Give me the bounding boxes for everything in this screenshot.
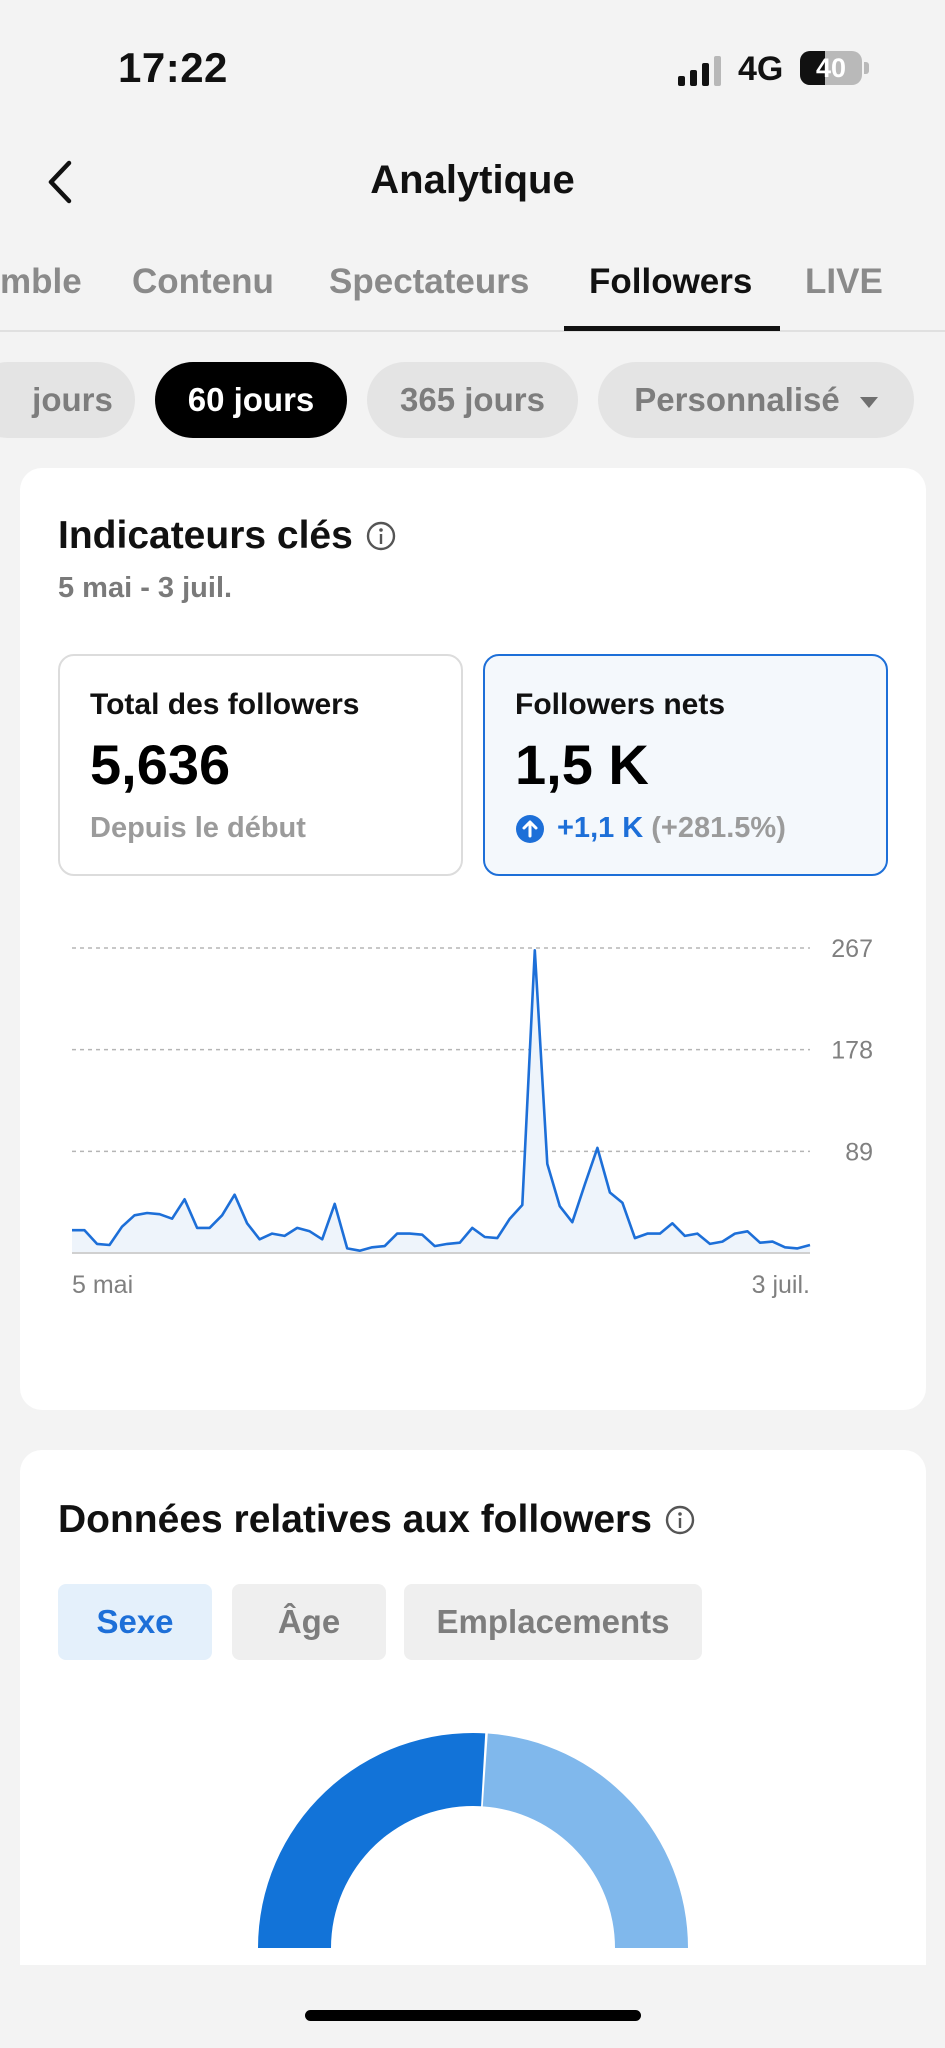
period-chip-60-days[interactable]: 60 jours — [155, 362, 347, 438]
chart-series-line — [72, 949, 811, 1252]
x-axis-end-label: 3 juil. — [752, 1271, 810, 1299]
chevron-left-icon — [48, 160, 72, 204]
tab-viewers[interactable]: Spectateurs — [329, 262, 530, 301]
y-tick-label: 89 — [845, 1138, 873, 1166]
info-icon[interactable] — [365, 520, 397, 552]
period-chip-label: 60 jours — [187, 381, 315, 418]
battery-tip — [864, 62, 869, 74]
followers-data-title: Données relatives aux followers — [58, 1498, 696, 1542]
caret-down-icon — [859, 396, 878, 408]
metric-value: 1,5 K — [515, 733, 649, 796]
followers-data-card: Données relatives aux followers Sexe Âge… — [20, 1450, 926, 1965]
metric-delta: +1,1 K (+281.5%) — [515, 812, 786, 845]
period-chip-days[interactable]: jours — [0, 362, 135, 438]
info-icon[interactable] — [664, 1504, 696, 1536]
network-label: 4G — [738, 50, 784, 88]
back-button[interactable] — [32, 152, 88, 212]
segment-locations[interactable]: Emplacements — [404, 1584, 702, 1660]
chart-area-fill — [72, 950, 810, 1253]
signal-icon — [678, 54, 722, 86]
tab-content[interactable]: Contenu — [132, 262, 274, 301]
metric-value: 5,636 — [90, 733, 231, 796]
delta-value: +1,1 K — [557, 812, 644, 844]
period-chip-label: jours — [32, 381, 113, 418]
arrow-up-circle-icon — [516, 814, 544, 843]
y-tick-label: 178 — [831, 1037, 873, 1065]
delta-percent: (+281.5%) — [651, 812, 786, 844]
gender-donut-chart — [258, 1733, 688, 1948]
date-range: 5 mai - 3 juil. — [58, 572, 233, 604]
donut-segment-secondary — [482, 1733, 688, 1948]
key-metrics-title: Indicateurs clés — [58, 514, 397, 558]
battery-icon: 40 — [800, 51, 862, 85]
analytics-tabs: mble Contenu Spectateurs Followers LIVE — [0, 256, 945, 332]
page-title: Analytique — [370, 158, 575, 202]
battery-level: 40 — [815, 53, 847, 83]
metric-label: Followers nets — [515, 688, 726, 721]
home-indicator — [305, 2010, 641, 2021]
metric-total-followers[interactable]: Total des followers 5,636 Depuis le débu… — [58, 654, 463, 876]
period-chip-custom[interactable]: Personnalisé — [598, 362, 914, 438]
x-axis-start-label: 5 mai — [72, 1271, 133, 1299]
net-followers-chart[interactable]: 89 178 267 5 mai 3 juil. — [20, 908, 926, 1348]
metric-subtitle: Depuis le début — [90, 812, 306, 844]
period-chip-label: Personnalisé — [634, 381, 840, 418]
period-chip-365-days[interactable]: 365 jours — [367, 362, 578, 438]
period-chip-label: 365 jours — [400, 381, 545, 418]
tab-live[interactable]: LIVE — [805, 262, 883, 301]
tab-followers[interactable]: Followers — [589, 262, 753, 301]
y-tick-label: 267 — [831, 935, 873, 963]
key-metrics-title-text: Indicateurs clés — [58, 514, 353, 557]
donut-segment-primary — [258, 1733, 486, 1948]
tab-overview[interactable]: mble — [0, 262, 82, 301]
metric-net-followers[interactable]: Followers nets 1,5 K +1,1 K (+281.5%) — [483, 654, 888, 876]
active-tab-indicator — [564, 326, 780, 331]
followers-data-title-text: Données relatives aux followers — [58, 1498, 652, 1541]
status-time: 17:22 — [118, 44, 228, 91]
segment-age[interactable]: Âge — [232, 1584, 386, 1660]
key-metrics-card: Indicateurs clés 5 mai - 3 juil. Total d… — [20, 468, 926, 1410]
segment-gender[interactable]: Sexe — [58, 1584, 212, 1660]
status-bar: 17:22 4G 40 — [0, 0, 945, 120]
metric-label: Total des followers — [90, 688, 360, 721]
